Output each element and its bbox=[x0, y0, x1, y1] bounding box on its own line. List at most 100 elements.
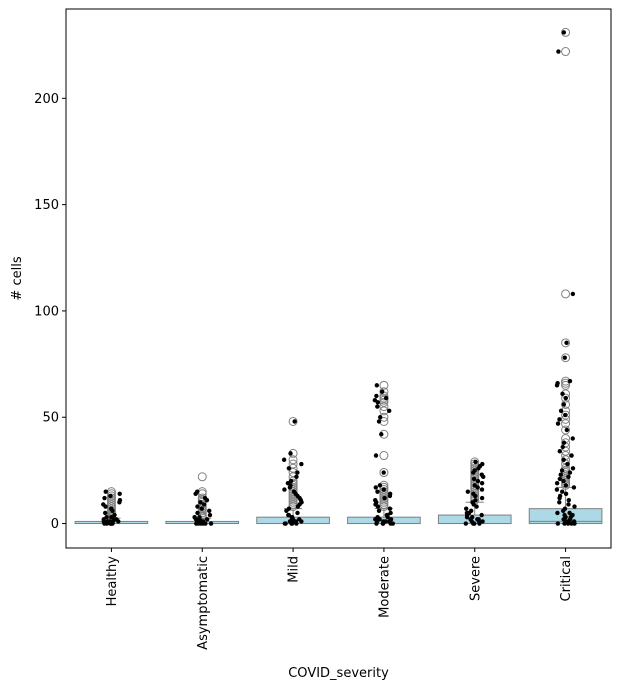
strip-point bbox=[555, 521, 561, 526]
strip-point bbox=[561, 440, 567, 445]
strip-point bbox=[195, 510, 200, 516]
strip-point bbox=[382, 495, 387, 501]
strip-point bbox=[282, 521, 288, 526]
strip-point bbox=[117, 497, 123, 503]
strip-point bbox=[388, 510, 393, 516]
strip-point bbox=[479, 472, 484, 477]
strip-point bbox=[563, 412, 568, 418]
outlier-marker bbox=[561, 393, 571, 403]
strip-point bbox=[201, 502, 207, 507]
strip-point bbox=[376, 508, 382, 513]
strip-point bbox=[381, 487, 387, 492]
strip-point bbox=[471, 476, 477, 482]
strip-point bbox=[479, 495, 485, 501]
strip-point bbox=[475, 517, 480, 522]
strip-point bbox=[567, 470, 573, 475]
y-tick-label: 200 bbox=[34, 92, 59, 107]
strip-point bbox=[295, 510, 300, 516]
strip-point bbox=[554, 480, 560, 486]
outlier-marker bbox=[288, 455, 298, 465]
strip-point bbox=[376, 419, 382, 424]
strip-point bbox=[472, 483, 477, 488]
outlier-marker bbox=[379, 451, 389, 461]
strip-point bbox=[555, 421, 561, 426]
strip-point bbox=[192, 514, 197, 520]
strip-point bbox=[561, 402, 567, 407]
outlier-marker bbox=[379, 395, 389, 405]
strip-point bbox=[377, 483, 383, 488]
strip-point bbox=[105, 519, 110, 524]
y-tick-label: 100 bbox=[34, 304, 59, 319]
outlier-marker bbox=[470, 480, 480, 490]
strip-point bbox=[479, 512, 484, 518]
strip-point bbox=[202, 495, 208, 501]
strip-point bbox=[566, 474, 571, 479]
x-tick-label: Healthy bbox=[105, 556, 120, 607]
outlier-marker bbox=[197, 472, 207, 482]
outlier-marker bbox=[288, 416, 298, 426]
y-axis: 0 50 100 150 200 bbox=[34, 92, 66, 532]
strip-point bbox=[561, 478, 566, 484]
outlier-marker bbox=[561, 338, 571, 348]
strip-point bbox=[558, 472, 563, 477]
strip-point bbox=[555, 510, 560, 516]
strip-point bbox=[381, 470, 386, 475]
strip-point bbox=[295, 470, 300, 475]
outlier-marker bbox=[561, 47, 571, 57]
strip-point bbox=[205, 517, 210, 522]
outlier-marker bbox=[470, 457, 480, 467]
x-tick-label: Asymptomatic bbox=[196, 556, 211, 650]
outlier-marker bbox=[379, 380, 389, 390]
outlier-marker bbox=[561, 380, 571, 390]
strip-point bbox=[480, 519, 485, 524]
outlier-marker bbox=[379, 485, 389, 495]
strip-point bbox=[557, 476, 563, 482]
strip-point bbox=[560, 489, 565, 494]
strip-point bbox=[465, 489, 471, 494]
strip-point bbox=[563, 395, 568, 401]
strip-point bbox=[207, 512, 213, 518]
outlier-marker bbox=[379, 493, 389, 503]
strip-point bbox=[199, 506, 204, 511]
outlier-marker bbox=[470, 474, 480, 484]
strip-point bbox=[570, 466, 576, 471]
outlier-marker bbox=[197, 489, 207, 499]
strip-point bbox=[282, 487, 287, 492]
outlier-marker bbox=[561, 289, 571, 299]
strip-point bbox=[561, 30, 567, 35]
strip-point bbox=[108, 493, 113, 499]
x-axis: Healthy Asymptomatic Mild Moderate Severe Cri… bbox=[105, 548, 574, 650]
outlier-marker bbox=[106, 497, 116, 507]
outlier-marker bbox=[288, 487, 298, 497]
outlier-marker bbox=[288, 499, 298, 509]
outlier-marker bbox=[561, 419, 571, 429]
strip-point bbox=[464, 506, 469, 511]
strip-point bbox=[563, 491, 569, 496]
strip-point bbox=[373, 485, 378, 490]
strip-point bbox=[557, 500, 562, 505]
strip-point bbox=[297, 517, 302, 522]
strip-point bbox=[566, 497, 571, 503]
strip-point bbox=[468, 508, 474, 513]
strip-point bbox=[469, 514, 475, 520]
plot-frame bbox=[65, 8, 612, 549]
strip-point bbox=[562, 355, 567, 360]
strip-point bbox=[288, 478, 294, 484]
strip-point bbox=[565, 461, 570, 467]
strip-point bbox=[294, 474, 299, 479]
strip-point bbox=[286, 466, 292, 471]
strip-point bbox=[289, 514, 295, 520]
strip-point bbox=[195, 504, 200, 509]
strip-point bbox=[571, 519, 577, 524]
x-tick-label: Moderate bbox=[377, 556, 392, 618]
strip-point bbox=[387, 491, 393, 496]
strip-point bbox=[472, 468, 477, 473]
strip-point bbox=[103, 510, 108, 516]
strip-point bbox=[572, 504, 577, 509]
strip-point bbox=[562, 512, 567, 518]
strip-point bbox=[299, 461, 304, 467]
strip-point bbox=[471, 491, 476, 496]
strip-point bbox=[103, 489, 108, 494]
strip-point bbox=[198, 500, 203, 505]
strip-point bbox=[288, 451, 293, 456]
